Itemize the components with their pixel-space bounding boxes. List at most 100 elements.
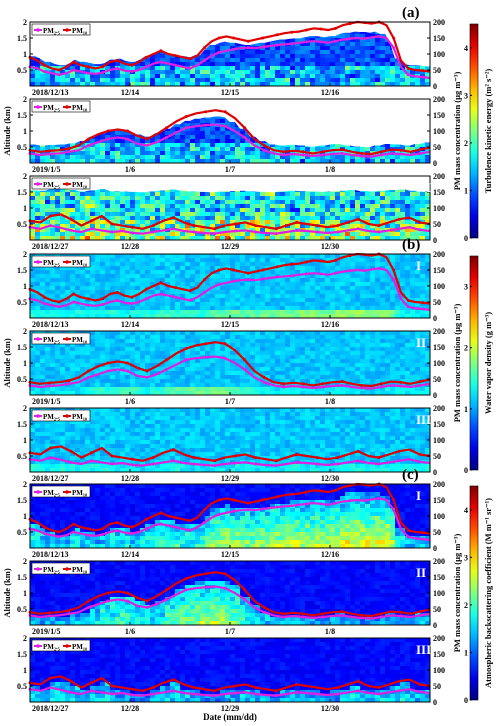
heatmap-cell — [200, 294, 206, 299]
heatmap-cell — [30, 208, 36, 213]
heatmap-cell — [200, 314, 206, 318]
heatmap-cell — [255, 78, 261, 83]
heatmap-cell — [275, 143, 281, 148]
heatmap-cell — [220, 78, 226, 83]
heatmap-cell — [115, 62, 121, 67]
heatmap-cell — [95, 306, 101, 311]
heatmap-cell — [115, 286, 121, 291]
heatmap-cell — [225, 66, 231, 71]
heatmap-cell — [155, 212, 161, 217]
heatmap-cell — [190, 282, 196, 287]
heatmap-cell — [130, 266, 136, 271]
heatmap-cell — [265, 286, 271, 291]
heatmap-cell — [165, 306, 171, 311]
heatmap-cell — [300, 200, 306, 205]
heatmap-cell — [165, 78, 171, 83]
heatmap-cell — [260, 66, 266, 71]
heatmap-cell — [175, 139, 181, 144]
heatmap-cell — [265, 232, 271, 237]
heatmap-cell — [315, 204, 321, 209]
heatmap-cell — [285, 220, 291, 225]
heatmap-cell — [125, 147, 131, 152]
heatmap-cell — [40, 314, 46, 318]
heatmap-cell — [50, 266, 56, 271]
heatmap-cell — [190, 192, 196, 197]
heatmap-cell — [165, 314, 171, 318]
heatmap-cell — [235, 151, 241, 156]
heatmap-cell — [145, 282, 151, 287]
heatmap-cell — [180, 192, 186, 197]
heatmap-cell — [425, 204, 430, 209]
heatmap-cell — [105, 282, 111, 287]
heatmap-cell — [320, 42, 326, 47]
pm25-line-point — [43, 70, 47, 74]
heatmap-cell — [385, 50, 391, 55]
heatmap-cell — [260, 270, 266, 275]
heatmap-cell — [380, 46, 386, 51]
heatmap-cell — [325, 236, 331, 240]
heatmap-cell — [165, 196, 171, 201]
heatmap-cell — [145, 266, 151, 271]
heatmap-cell — [120, 266, 126, 271]
heatmap-cell — [280, 38, 286, 43]
heatmap-cell — [265, 290, 271, 295]
pm25-line-point — [192, 230, 196, 234]
heatmap-cell — [300, 286, 306, 291]
heatmap-cell — [150, 286, 156, 291]
heatmap-cell — [200, 82, 206, 86]
heatmap-cell — [245, 74, 251, 79]
heatmap-cell — [230, 236, 236, 240]
heatmap-cell — [120, 294, 126, 299]
heatmap-cell — [340, 74, 346, 79]
heatmap-cell — [185, 278, 191, 283]
heatmap-cell — [220, 212, 226, 217]
heatmap-cell — [140, 151, 146, 156]
heatmap-cell — [205, 294, 211, 299]
heatmap-cell — [300, 38, 306, 43]
heatmap-cell — [305, 232, 311, 237]
heatmap-cell — [240, 282, 246, 287]
heatmap-cell — [70, 78, 76, 83]
heatmap-cell — [150, 139, 156, 144]
heatmap-cell — [290, 306, 296, 311]
heatmap-cell — [260, 151, 266, 156]
heatmap-cell — [300, 151, 306, 156]
heatmap-cell — [270, 50, 276, 55]
heatmap-cell — [235, 135, 241, 140]
heatmap-cell — [215, 306, 221, 311]
heatmap-cell — [100, 66, 106, 71]
heatmap-cell — [240, 127, 246, 132]
heatmap-cell — [305, 46, 311, 51]
heatmap-cell — [45, 236, 51, 240]
heatmap-cell — [30, 294, 36, 299]
heatmap-cell — [200, 50, 206, 55]
heatmap-cell — [285, 70, 291, 75]
heatmap-cell — [320, 200, 326, 205]
heatmap-cell — [210, 50, 216, 55]
pm25-line-point — [204, 123, 208, 127]
heatmap-cell — [415, 212, 421, 217]
heatmap-cell — [225, 290, 231, 295]
heatmap-cell — [70, 274, 76, 279]
heatmap-cell — [360, 159, 366, 163]
heatmap-cell — [400, 143, 406, 148]
heatmap-cell — [90, 208, 96, 213]
heatmap-cell — [310, 62, 316, 67]
heatmap-cell — [415, 232, 421, 237]
heatmap-cell — [295, 232, 301, 237]
heatmap-cell — [210, 282, 216, 287]
heatmap-cell — [170, 274, 176, 279]
heatmap-cell — [70, 208, 76, 213]
heatmap-cell — [155, 135, 161, 140]
heatmap-cell — [350, 224, 356, 229]
heatmap-cell — [210, 302, 216, 307]
heatmap-cell — [155, 294, 161, 299]
heatmap-cell — [150, 159, 156, 163]
heatmap-cell — [120, 66, 126, 71]
heatmap-cell — [190, 159, 196, 163]
heatmap-cell — [55, 314, 61, 318]
heatmap-cell — [220, 204, 226, 209]
heatmap-cell — [325, 228, 331, 233]
heatmap-cell — [410, 159, 416, 163]
heatmap-cell — [55, 310, 61, 315]
